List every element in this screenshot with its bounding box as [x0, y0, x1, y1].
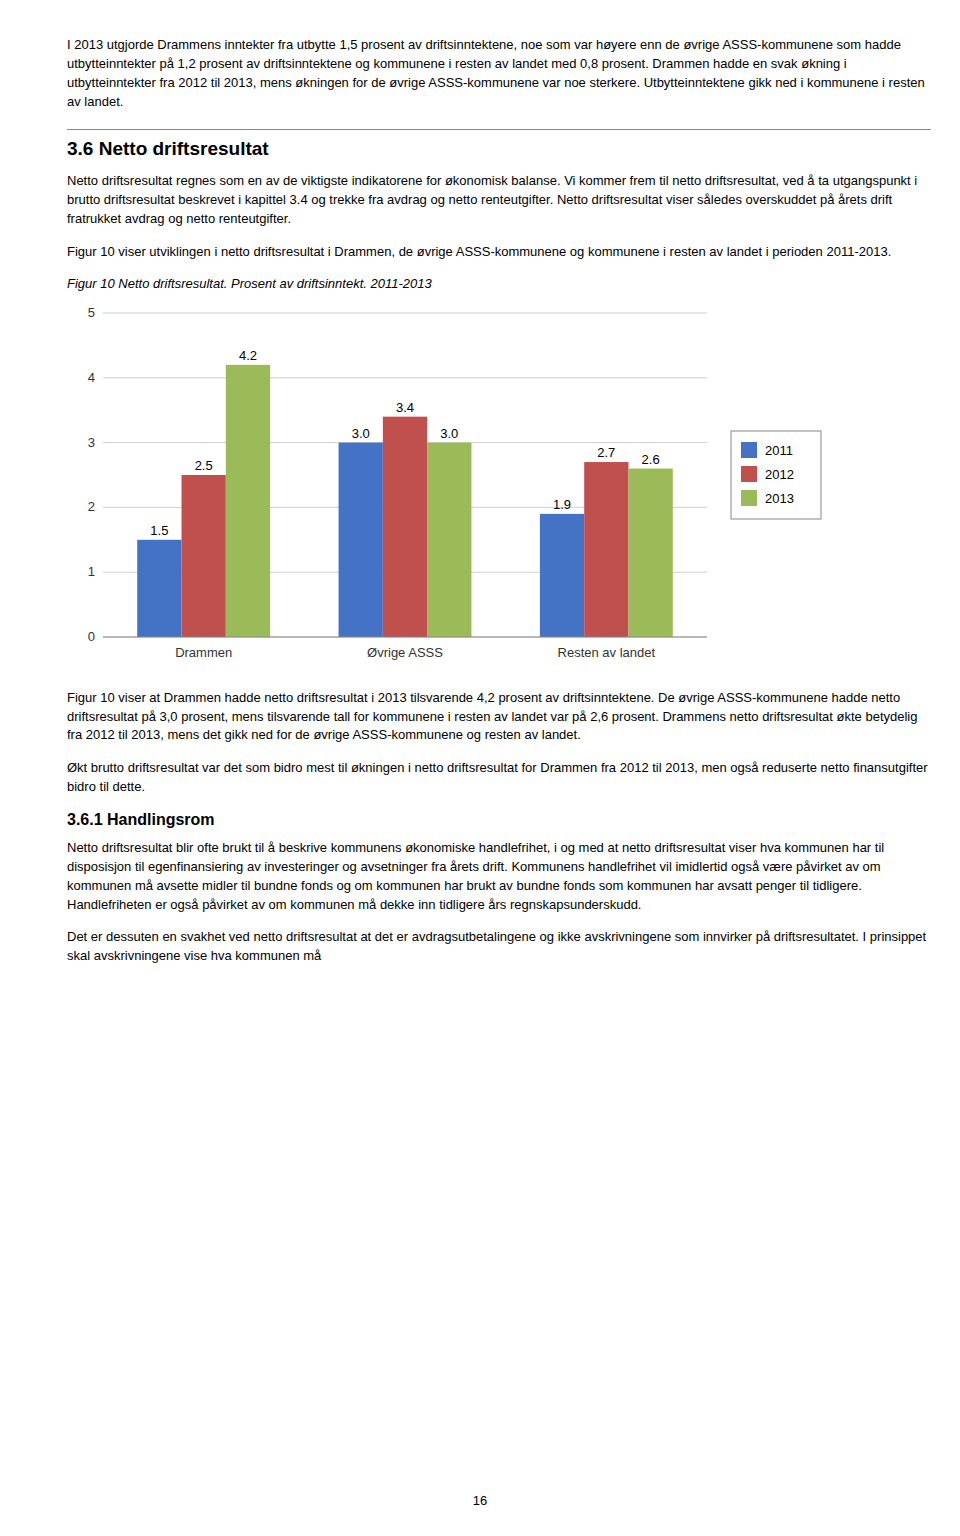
y-tick-label: 4 — [88, 370, 95, 385]
x-axis-line — [103, 636, 707, 637]
data-label: 1.5 — [150, 523, 168, 538]
legend-frame — [731, 431, 821, 519]
bar — [182, 475, 226, 637]
legend-swatch — [741, 466, 757, 482]
subheading: 3.6.1 Handlingsrom — [67, 811, 931, 829]
section-heading: 3.6 Netto driftsresultat — [67, 138, 931, 160]
paragraph: Figur 10 viser utviklingen i netto drift… — [67, 243, 931, 262]
data-label: 3.0 — [440, 425, 458, 440]
data-label: 3.4 — [396, 399, 414, 414]
data-label: 2.7 — [597, 445, 615, 460]
paragraph: Figur 10 viser at Drammen hadde netto dr… — [67, 689, 931, 746]
grid-line — [103, 636, 707, 637]
bar — [137, 540, 181, 637]
section-rule — [67, 129, 931, 130]
bars — [137, 365, 673, 637]
x-tick-label: Øvrige ASSS — [367, 645, 443, 660]
grid-line — [103, 312, 707, 313]
bar — [584, 462, 628, 637]
bar — [427, 442, 471, 636]
data-label: 3.0 — [352, 425, 370, 440]
y-axis: 0 1 2 3 4 5 — [88, 305, 707, 644]
legend-entry: 2013 — [765, 491, 794, 506]
y-tick-label: 3 — [88, 434, 95, 449]
legend-entry: 2011 — [765, 443, 793, 458]
bar — [540, 514, 584, 637]
bar — [383, 416, 427, 636]
legend: 2011 2012 2013 — [731, 431, 821, 519]
paragraph: Det er dessuten en svakhet ved netto dri… — [67, 928, 931, 966]
data-labels: 1.5 3.0 1.9 2.5 3.4 2.7 4.2 3.0 2.6 — [150, 348, 659, 538]
data-label: 2.6 — [642, 451, 660, 466]
bar — [628, 468, 672, 636]
page-number: 16 — [0, 1493, 960, 1508]
x-tick-label: Resten av landet — [558, 645, 656, 660]
x-tick-label: Drammen — [175, 645, 232, 660]
legend-swatch — [741, 490, 757, 506]
data-label: 4.2 — [239, 348, 257, 363]
paragraph: Netto driftsresultat regnes som en av de… — [67, 172, 931, 229]
paragraph: I 2013 utgjorde Drammens inntekter fra u… — [67, 36, 931, 111]
chart: 0 1 2 3 4 5 1.5 3.0 1.9 2.5 3.4 2.7 4.2 3.0 2.6 Drammen… — [67, 297, 931, 677]
data-label: 2.5 — [195, 458, 213, 473]
paragraph: Økt brutto driftsresultat var det som bi… — [67, 759, 931, 797]
data-label: 1.9 — [553, 497, 571, 512]
page-body: {"top_text": "I 2013 utgjorde Drammens i… — [0, 0, 960, 1536]
y-tick-label: 2 — [88, 499, 95, 514]
chart-title: Figur 10 Netto driftsresultat. Prosent a… — [67, 276, 931, 291]
y-tick-label: 5 — [88, 305, 95, 320]
legend-swatch — [741, 442, 757, 458]
bar — [339, 442, 383, 636]
bar — [226, 365, 270, 637]
y-tick-label: 0 — [88, 629, 95, 644]
grid-line — [103, 377, 707, 378]
legend-entry: 2012 — [765, 467, 794, 482]
paragraph: Netto driftsresultat blir ofte brukt til… — [67, 839, 931, 914]
y-tick-label: 1 — [88, 564, 95, 579]
page-content: I 2013 utgjorde Drammens inntekter fra u… — [67, 36, 931, 980]
